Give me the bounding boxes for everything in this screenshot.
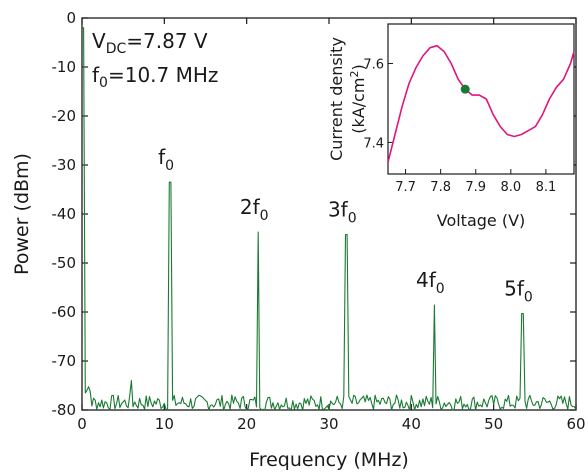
f0-annotation-subscript: 0 [99, 75, 108, 91]
inset-background [387, 23, 575, 175]
inset-chart: 7.7 7.8 7.9 8.0 8.1 7.4 7.6 Voltage (V) Curren… [327, 23, 575, 230]
y-tick-label: -70 [52, 352, 77, 370]
peak-label: 5f0 [504, 276, 533, 305]
inset-y-axis-unit: (kA/cm2) [348, 64, 368, 133]
y-tick-label: -10 [52, 58, 77, 76]
x-tick-label: 40 [402, 415, 421, 433]
spectrum-line [82, 27, 577, 412]
peak-label-subscript: 0 [436, 281, 445, 297]
x-tick-label: 0 [77, 415, 87, 433]
x-tick-label: 30 [319, 415, 338, 433]
y-tick-label: -60 [52, 303, 77, 321]
inset-y-unit-close: ) [349, 64, 368, 70]
inset-series [387, 44, 575, 163]
x-tick-label: 50 [484, 415, 503, 433]
x-tick-label: 10 [155, 415, 174, 433]
inset-x-tick-label: 7.8 [430, 180, 451, 195]
y-tick-label: 0 [66, 9, 76, 27]
y-tick-label: -50 [52, 254, 77, 272]
peak-label-subscript: 0 [165, 158, 174, 174]
inset-y-unit-superscript: 2 [348, 71, 361, 78]
inset-x-tick-label: 8.0 [500, 180, 521, 195]
inset-axis-ticks: 7.7 7.8 7.9 8.0 8.1 7.4 7.6 [363, 57, 556, 195]
f0-annotation: f0=10.7 MHz [92, 63, 218, 91]
inset-y-tick-label: 7.4 [363, 136, 384, 151]
spectrum-series [82, 27, 577, 412]
y-tick-label: -40 [52, 205, 77, 223]
vdc-annotation-subscript: DC [106, 41, 127, 57]
vdc-annotation-value: =7.87 V [126, 29, 208, 53]
y-tick-label: -30 [52, 156, 77, 174]
iv-curve-line [387, 44, 575, 163]
y-tick-label: -20 [52, 107, 77, 125]
inset-x-tick-label: 8.1 [536, 180, 557, 195]
inset-x-tick-label: 7.9 [465, 180, 486, 195]
peak-label-subscript: 0 [260, 208, 269, 224]
main-axis-ticks: 0 10 20 30 40 50 600-10-20-30-40-50-60-70-80 [52, 9, 586, 433]
peak-label-subscript: 0 [348, 211, 357, 227]
inset-y-axis-label: Current density [327, 37, 346, 161]
peak-label-subscript: 0 [524, 289, 533, 305]
peak-label: 3f0 [328, 198, 357, 227]
x-tick-label: 60 [566, 415, 585, 433]
main-annotations: f0 2f0 3f0 4f0 5f0 VDC=7.87 V f0=10.7 MHz [92, 29, 533, 305]
vdc-annotation: VDC=7.87 V [92, 29, 208, 57]
peak-label: 4f0 [416, 268, 445, 297]
inset-x-tick-label: 7.7 [395, 180, 416, 195]
y-tick-label: -80 [52, 401, 77, 419]
inset-y-tick-label: 7.6 [363, 57, 384, 72]
y-axis-label: Power (dBm) [11, 153, 33, 275]
f0-annotation-value: =10.7 MHz [108, 63, 218, 87]
peak-label: f0 [158, 145, 174, 174]
peak-label: 2f0 [240, 195, 269, 224]
x-axis-label: Frequency (MHz) [249, 449, 409, 471]
inset-x-axis-label: Voltage (V) [437, 211, 526, 230]
x-tick-label: 20 [237, 415, 256, 433]
operating-point-marker [460, 84, 470, 94]
